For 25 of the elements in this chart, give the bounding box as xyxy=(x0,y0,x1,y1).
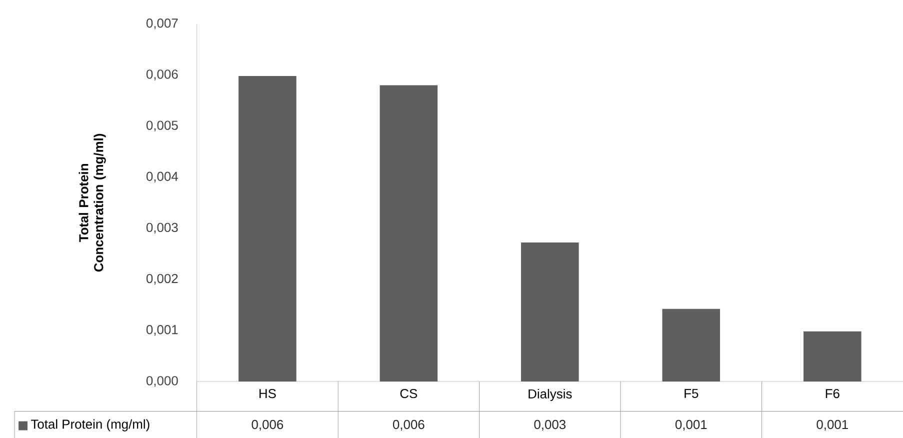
x-tick-label: HS xyxy=(260,388,276,398)
y-tick-label: 0,006 xyxy=(146,70,178,80)
x-tick-label: F5 xyxy=(684,388,698,398)
text: 0,001 xyxy=(816,420,848,431)
text: 0,001 xyxy=(675,420,707,431)
bar xyxy=(804,331,862,382)
bar xyxy=(521,242,579,382)
x-tick-label: Dialysis xyxy=(528,388,572,401)
y-axis-title: Total Protein Concentration (mg/ml) xyxy=(78,134,106,272)
text: 0,006 xyxy=(252,420,284,431)
text: 0,003 xyxy=(534,420,566,431)
bar xyxy=(380,85,438,382)
y-tick-label: 0,005 xyxy=(146,120,178,132)
y-tick-label: 0,001 xyxy=(146,324,178,336)
y-tick-label: 0,004 xyxy=(146,172,178,182)
y-tick-label: 0,002 xyxy=(146,274,178,285)
bar xyxy=(662,308,720,382)
x-tick-label: CS xyxy=(400,388,418,398)
legend-label: Total Protein (mg/ml) xyxy=(30,419,150,432)
x-tick-label: F6 xyxy=(826,388,840,398)
y-tick-label: 0,000 xyxy=(146,376,178,387)
y-tick-label: 0,003 xyxy=(146,222,178,234)
bar xyxy=(238,76,296,382)
text: 0,006 xyxy=(392,420,424,431)
y-tick-label: 0,007 xyxy=(146,18,178,30)
